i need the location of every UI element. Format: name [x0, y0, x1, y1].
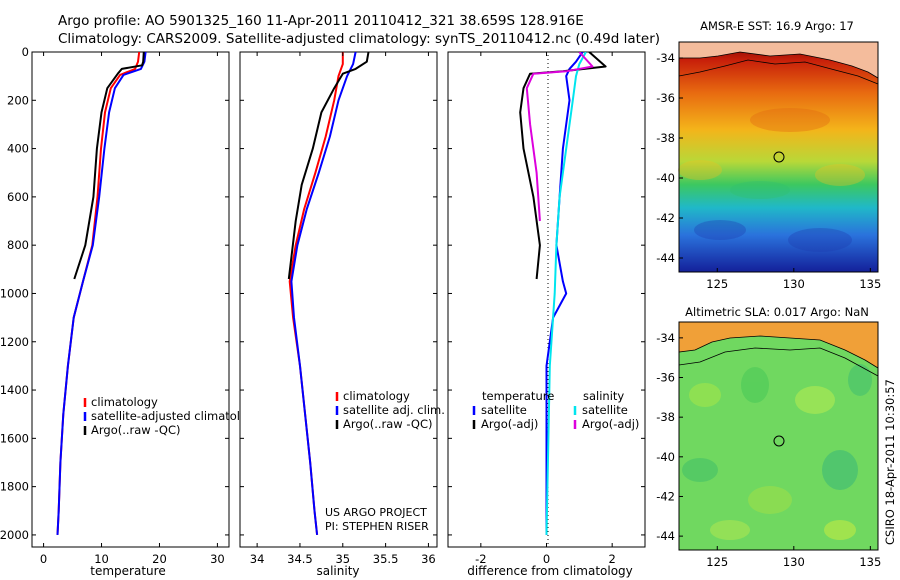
series-line-argo-raw-qc-	[287, 52, 370, 280]
sst-heatmap	[679, 42, 878, 272]
sla-map-ytick-label: -42	[656, 489, 675, 503]
header-line-1: Argo profile: AO 5901325_160 11-Apr-2011…	[58, 13, 584, 29]
depth-ytick-label: 0	[22, 45, 29, 59]
temperature-xtick-label: 10	[94, 552, 109, 566]
legend-label-sal-satellite: satellite	[582, 403, 628, 417]
depth-ytick-label: 600	[7, 190, 29, 204]
difference-panel: -2 0 2 difference from climatology tempera…	[447, 51, 646, 578]
salinity-xtick-label: 34	[250, 552, 265, 566]
legend-label-sal-argo: Argo(-adj)	[582, 417, 639, 431]
depth-ytick-label: 1600	[0, 431, 29, 445]
sst-map-ytick-label: -40	[656, 171, 675, 185]
series-line-satellite-adj-clim-	[290, 52, 357, 536]
difference-xlabel: difference from climatology	[467, 564, 633, 578]
depth-ytick-label: 400	[7, 142, 29, 156]
temperature-x-ticks: 0 10 20 30	[40, 52, 225, 566]
sst-argo-location-marker	[773, 151, 785, 163]
sst-map-ytick-label: -44	[656, 251, 675, 265]
difference-xtick-label: 2	[609, 552, 616, 566]
legend-label-climatology: climatology	[343, 389, 410, 403]
temperature-legend: climatology satellite-adjusted climatolo…	[83, 395, 261, 437]
salinity-x-ticks: 34 34.5 35 35.5 36	[240, 51, 437, 566]
salinity-xtick-label: 35	[335, 552, 350, 566]
depth-ytick-label: 1800	[0, 480, 29, 494]
salinity-xtick-label: 34.5	[287, 552, 313, 566]
sla-map-title: Altimetric SLA: 0.017 Argo: NaN	[685, 305, 869, 319]
difference-x-ticks: -2 0 2	[448, 51, 645, 566]
salinity-xtick-label: 36	[421, 552, 436, 566]
temperature-xtick-label: 0	[40, 552, 47, 566]
salinity-axes-box	[239, 51, 438, 548]
sla-map-xtick-label: 135	[859, 555, 881, 569]
depth-ytick-label: 200	[7, 93, 29, 107]
temperature-panel: 0 10 20 30 0 200 400 600 800 1000 1200 1400 1600 180…	[0, 45, 261, 578]
legend-label-climatology: climatology	[91, 395, 158, 409]
sst-map-ticks: 125 130 135 -34 -36 -38 -40 -42 -44	[656, 51, 881, 291]
legend-label-temp-satellite: satellite	[481, 403, 527, 417]
sla-map-xtick-label: 125	[706, 555, 728, 569]
difference-xtick-label: 0	[543, 552, 550, 566]
temperature-xtick-label: 20	[152, 552, 167, 566]
sst-map-title: AMSR-E SST: 16.9 Argo: 17	[700, 19, 854, 33]
project-annotation: US ARGO PROJECT	[325, 506, 427, 519]
pi-annotation: PI: STEPHEN RISER	[325, 520, 429, 533]
sst-map-frame	[678, 41, 879, 273]
sla-map-ytick-label: -38	[656, 410, 675, 424]
temperature-axes-box	[31, 51, 230, 548]
series-line-argo-raw-qc-	[73, 52, 145, 280]
sst-map-ytick-label: -36	[656, 91, 675, 105]
series-line-salinity-argo-adj-	[525, 52, 594, 222]
difference-legend: temperature satellite Argo(-adj) salinit…	[472, 389, 639, 431]
legend-label-satellite: satellite adj. clim.	[343, 403, 445, 417]
sst-shelf-contour	[678, 59, 879, 85]
legend-heading-salinity: salinity	[583, 389, 624, 403]
depth-y-ticks: 0 200 400 600 800 1000 1200 1400 1600 1800 2000	[0, 45, 229, 542]
legend-label-satellite: satellite-adjusted climatology	[91, 409, 261, 423]
header-line-2: Climatology: CARS2009. Satellite-adjuste…	[58, 31, 660, 47]
sst-map-ytick-label: -42	[656, 211, 675, 225]
sst-map-panel: AMSR-E SST: 16.9 Argo: 17 125 130 135 -34 -3…	[656, 19, 881, 291]
sla-shelf-contour	[678, 347, 879, 377]
sst-texture	[678, 108, 865, 252]
depth-ytick-label: 1200	[0, 335, 29, 349]
temperature-series-group	[56, 52, 147, 535]
depth-ytick-label: 800	[7, 238, 29, 252]
sla-map-ytick-label: -34	[656, 331, 675, 345]
salinity-xlabel: salinity	[316, 564, 359, 578]
sla-map-ytick-label: -36	[656, 371, 675, 385]
difference-xtick-label: -2	[475, 552, 486, 566]
sst-map-ytick-label: -34	[656, 51, 675, 65]
sla-map-ytick-label: -40	[656, 450, 675, 464]
depth-ytick-label: 1400	[0, 383, 29, 397]
legend-label-temp-argo: Argo(-adj)	[481, 417, 538, 431]
sst-map-xtick-label: 135	[859, 277, 881, 291]
sla-map-frame	[678, 321, 879, 551]
salinity-series-group	[287, 52, 370, 536]
depth-ytick-label: 2000	[0, 528, 29, 542]
sst-map-xtick-label: 130	[783, 277, 805, 291]
side-timestamp-label: CSIRO 18-Apr-2011 10:30:57	[883, 379, 897, 545]
sla-texture	[682, 364, 872, 540]
temperature-xtick-label: 30	[210, 552, 225, 566]
depth-ytick-label: 1000	[0, 286, 29, 300]
sla-map-xtick-label: 130	[783, 555, 805, 569]
temperature-xlabel: temperature	[90, 564, 165, 578]
sla-map-ticks: 125 130 135 -34 -36 -38 -40 -42 -44	[656, 331, 881, 569]
legend-label-argo: Argo(..raw -QC)	[343, 417, 433, 431]
salinity-legend: climatology satellite adj. clim. Argo(..…	[335, 389, 445, 431]
legend-heading-temperature: temperature	[482, 389, 554, 403]
salinity-panel: 34 34.5 35 35.5 36 salinity climatology sate…	[239, 51, 445, 578]
legend-label-argo: Argo(..raw -QC)	[91, 423, 181, 437]
salinity-xtick-label: 35.5	[373, 552, 399, 566]
sla-argo-location-marker	[773, 435, 785, 447]
sst-map-ytick-label: -38	[656, 131, 675, 145]
series-line-satellite-adjusted-climatology	[56, 52, 147, 535]
sla-map-panel: Altimetric SLA: 0.017 Argo: NaN 125 130 13…	[656, 305, 881, 569]
difference-series-group	[519, 52, 607, 535]
sst-map-xtick-label: 125	[706, 277, 728, 291]
sla-map-ytick-label: -44	[656, 529, 675, 543]
